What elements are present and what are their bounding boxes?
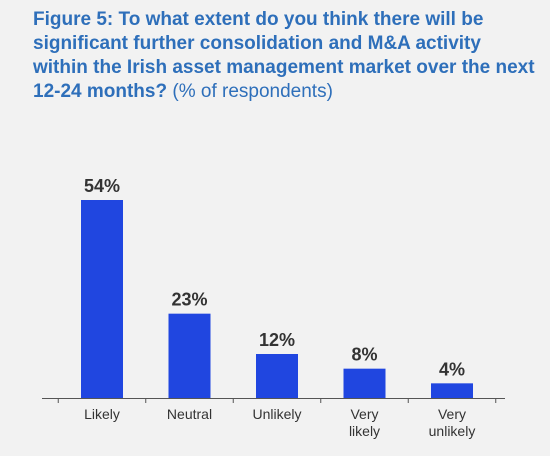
bar-very-likely [343,368,386,398]
category-labels: Likely Neutral Unlikely Very likely Very unlik… [84,406,475,439]
category-label-neutral: Neutral [167,406,212,422]
category-label-likely: Likely [84,406,120,422]
bar-neutral [168,313,211,398]
x-axis-ticks [57,398,497,403]
value-label-neutral: 23% [171,290,207,310]
bar-unlikely [256,354,298,398]
category-label-very-likely: Very likely [349,406,380,439]
chart-subtitle: (% of respondents) [172,81,333,102]
category-label-very-unlikely: Very unlikely [429,406,476,439]
value-label-very-likely: 8% [351,345,377,365]
chart-title: Figure 5: To what extent do you think th… [33,8,538,104]
value-label-likely: 54% [84,176,120,196]
bar-very-unlikely [431,383,473,398]
bar-likely [81,200,123,398]
category-label-unlikely: Unlikely [252,406,301,422]
bars-group [81,200,473,398]
value-labels: 54% 23% 12% 8% 4% [84,176,465,379]
value-label-very-unlikely: 4% [439,359,465,379]
value-label-unlikely: 12% [259,330,295,350]
chart-title-main: Figure 5: To what extent do you think th… [33,9,535,102]
